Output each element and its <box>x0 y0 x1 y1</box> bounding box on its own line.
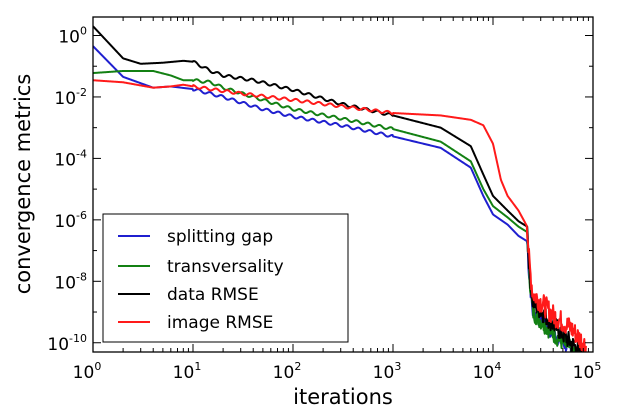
x-tick-label: 103 <box>373 360 402 383</box>
legend-label-splitting-gap: splitting gap <box>167 227 273 247</box>
y-tick-label: 100 <box>58 24 87 47</box>
x-axis-label: iterations <box>293 385 393 409</box>
plot-frame <box>92 16 594 353</box>
x-tick-label: 101 <box>173 360 202 383</box>
y-axis-label: convergence metrics <box>11 74 35 295</box>
legend-label-transversality: transversality <box>167 257 284 277</box>
series-line-transversality <box>93 69 581 352</box>
x-tick-label: 100 <box>73 360 102 383</box>
ticks-group: 100 101 102 103 104 10510010-210-410-610-810-… <box>47 17 601 383</box>
series-line-data-rmse <box>93 25 583 352</box>
x-tick-label: 104 <box>473 360 502 383</box>
legend-label-image-rmse: image RMSE <box>167 313 273 333</box>
x-tick-label: 105 <box>573 360 602 383</box>
series-line-image-rmse <box>93 79 587 352</box>
x-tick-label: 102 <box>273 360 302 383</box>
legend-label-data-rmse: data RMSE <box>167 285 259 305</box>
series-group <box>93 25 587 352</box>
legend: splitting gap transversality data RMSE i… <box>102 213 349 343</box>
